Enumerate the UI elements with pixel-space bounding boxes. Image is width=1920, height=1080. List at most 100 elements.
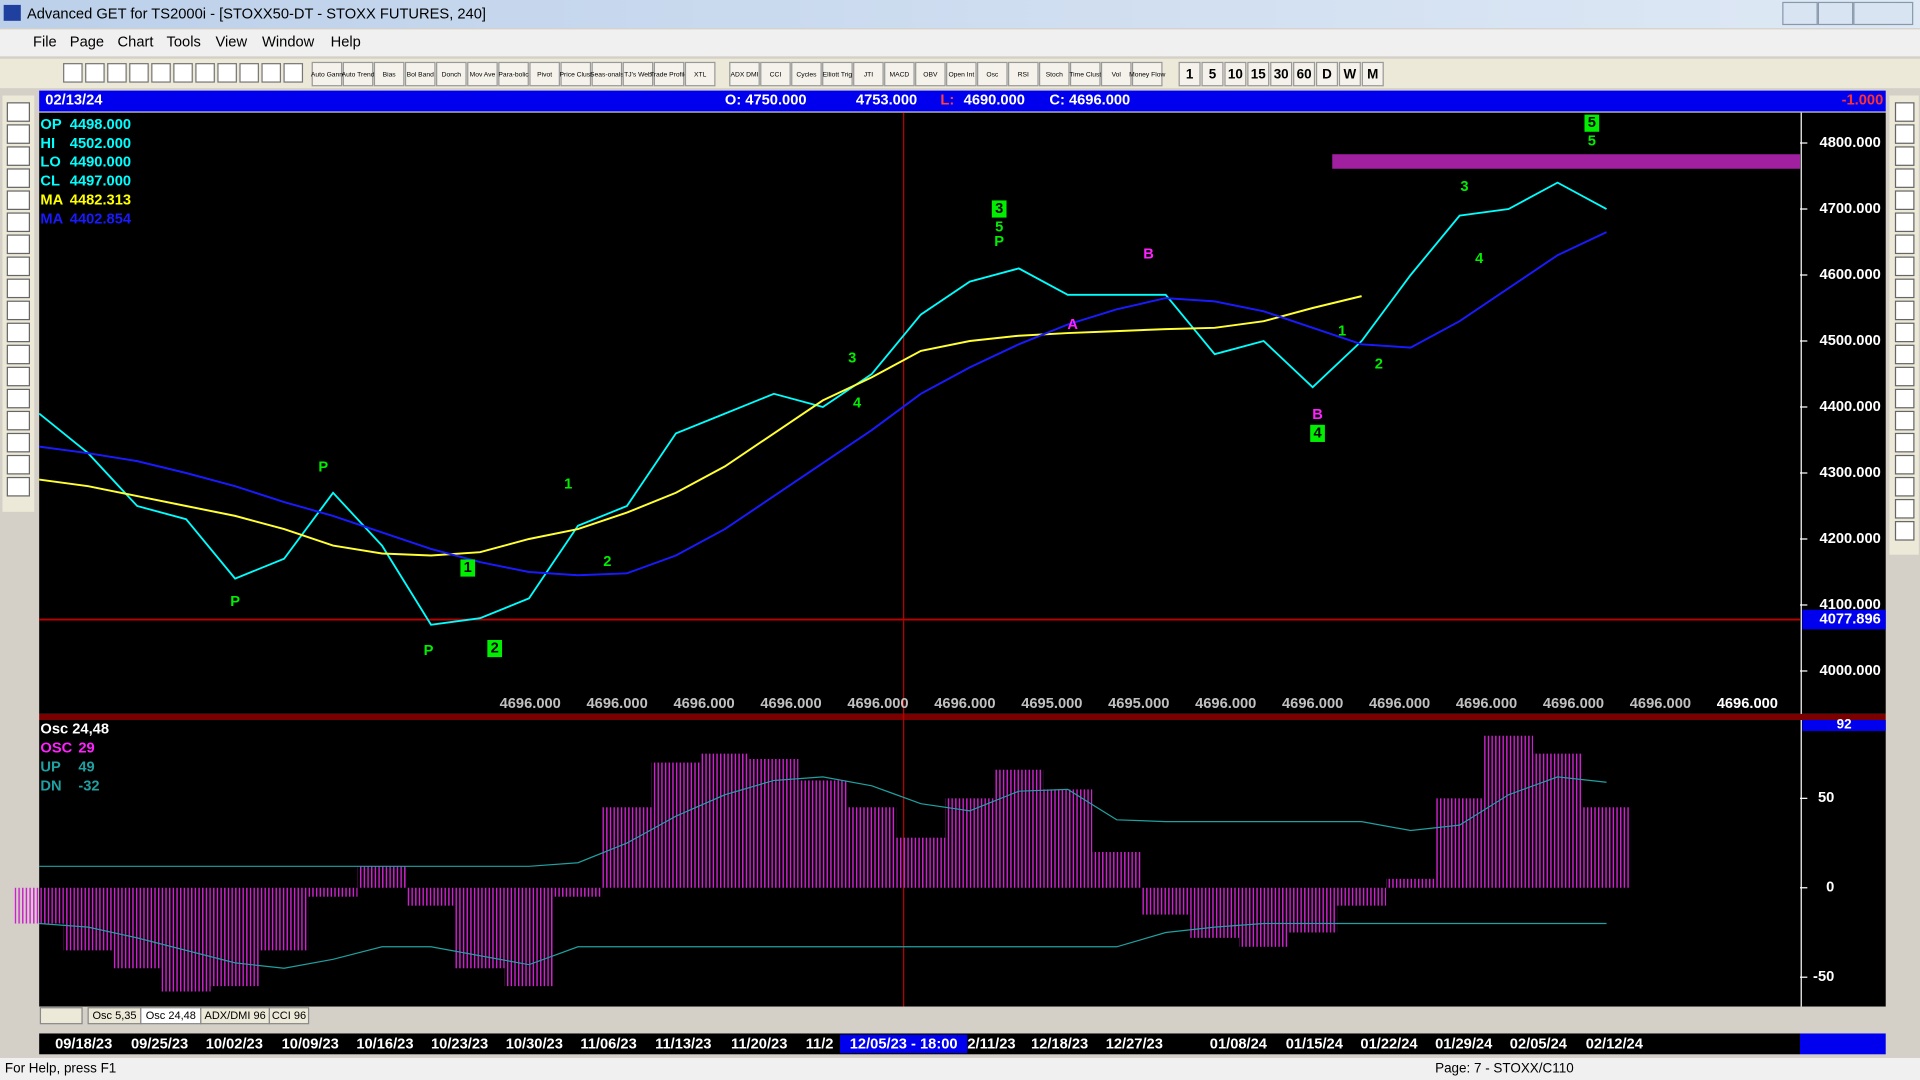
tool-icon[interactable] xyxy=(6,212,30,233)
toolbar-button[interactable] xyxy=(791,61,822,87)
interval-button[interactable] xyxy=(1293,61,1316,87)
toolbar-icon[interactable] xyxy=(195,63,215,83)
tool-icon[interactable] xyxy=(1894,190,1915,210)
toolbar-button[interactable] xyxy=(311,61,343,87)
interval-button[interactable] xyxy=(1361,61,1384,87)
tool-icon[interactable] xyxy=(1894,124,1915,144)
tool-icon[interactable] xyxy=(1894,256,1915,277)
toolbar-icon[interactable] xyxy=(85,63,105,83)
minimize-button[interactable] xyxy=(1782,1,1818,26)
toolbar-icon[interactable] xyxy=(173,63,193,83)
toolbar-button[interactable] xyxy=(1008,61,1039,87)
tool-icon[interactable] xyxy=(6,388,30,409)
tool-icon[interactable] xyxy=(1894,234,1915,255)
tool-icon[interactable] xyxy=(6,146,30,166)
tool-icon[interactable] xyxy=(6,410,30,431)
tool-icon[interactable] xyxy=(1894,322,1915,343)
tool-icon[interactable] xyxy=(1894,476,1915,497)
toolbar-button[interactable] xyxy=(1100,61,1132,87)
toolbar-button[interactable] xyxy=(342,61,374,87)
tool-icon[interactable] xyxy=(6,102,30,122)
toolbar-button[interactable] xyxy=(729,61,760,87)
interval-button[interactable] xyxy=(1224,61,1247,87)
toolbar-icon[interactable] xyxy=(151,63,171,83)
tool-icon[interactable] xyxy=(1894,410,1915,431)
tab-scroll[interactable] xyxy=(39,1007,83,1025)
tool-icon[interactable] xyxy=(1894,278,1915,299)
toolbar-button[interactable] xyxy=(498,61,529,87)
tool-icon[interactable] xyxy=(6,322,30,343)
tool-icon[interactable] xyxy=(1894,300,1915,321)
tool-icon[interactable] xyxy=(1894,212,1915,233)
interval-button[interactable] xyxy=(1178,61,1201,87)
toolbar-icon[interactable] xyxy=(129,63,149,83)
tool-icon[interactable] xyxy=(1894,146,1915,166)
toolbar-button[interactable] xyxy=(622,61,654,87)
tool-icon[interactable] xyxy=(1894,102,1915,122)
toolbar-button[interactable] xyxy=(436,61,467,87)
tool-icon[interactable] xyxy=(1894,498,1915,519)
toolbar-icon[interactable] xyxy=(217,63,237,83)
interval-button[interactable] xyxy=(1338,61,1361,87)
toolbar-button[interactable] xyxy=(1069,61,1101,87)
tool-icon[interactable] xyxy=(1894,344,1915,365)
tool-icon[interactable] xyxy=(1894,454,1915,475)
tool-icon[interactable] xyxy=(1894,432,1915,453)
toolbar-button[interactable] xyxy=(915,61,946,87)
toolbar-icon[interactable] xyxy=(283,63,304,83)
menu-item[interactable]: Chart xyxy=(118,35,154,51)
menu-item[interactable]: Window xyxy=(262,35,315,51)
toolbar-button[interactable] xyxy=(946,61,977,87)
toolbar-button[interactable] xyxy=(977,61,1008,87)
tool-icon[interactable] xyxy=(1894,168,1915,188)
status-bar xyxy=(0,1057,1920,1080)
tab[interactable] xyxy=(268,1007,310,1025)
tool-icon[interactable] xyxy=(6,278,30,299)
toolbar-button[interactable] xyxy=(1038,61,1070,87)
toolbar-button[interactable] xyxy=(653,61,685,87)
menu-item[interactable]: Page xyxy=(70,35,104,51)
toolbar-button[interactable] xyxy=(1131,61,1163,87)
toolbar-icon[interactable] xyxy=(107,63,127,83)
tool-icon[interactable] xyxy=(6,366,30,387)
tool-icon[interactable] xyxy=(6,234,30,255)
toolbar-button[interactable] xyxy=(560,61,592,87)
tool-icon[interactable] xyxy=(1894,366,1915,387)
toolbar-button[interactable] xyxy=(591,61,623,87)
wave-label: 3 xyxy=(848,351,856,367)
toolbar-button[interactable] xyxy=(529,61,560,87)
interval-button[interactable] xyxy=(1201,61,1224,87)
tool-icon[interactable] xyxy=(6,190,30,210)
status-left: For Help, press F1 xyxy=(5,1061,116,1076)
tool-icon[interactable] xyxy=(6,124,30,144)
close-button[interactable] xyxy=(1853,1,1914,26)
toolbar-button[interactable] xyxy=(373,61,405,87)
toolbar-button[interactable] xyxy=(404,61,436,87)
toolbar-icon[interactable] xyxy=(239,63,259,83)
tool-icon[interactable] xyxy=(1894,521,1915,541)
interval-button[interactable] xyxy=(1315,61,1338,87)
toolbar-icon[interactable] xyxy=(63,63,83,83)
tool-icon[interactable] xyxy=(6,454,30,475)
toolbar-button[interactable] xyxy=(760,61,791,87)
tool-icon[interactable] xyxy=(6,256,30,277)
menu-item[interactable]: File xyxy=(33,35,57,51)
toolbar-button[interactable] xyxy=(853,61,884,87)
tool-icon[interactable] xyxy=(6,476,30,497)
toolbar-button[interactable] xyxy=(684,61,716,87)
menu-item[interactable]: Tools xyxy=(167,35,201,51)
menu-item[interactable]: View xyxy=(216,35,248,51)
menu-item[interactable]: Help xyxy=(331,35,361,51)
tool-icon[interactable] xyxy=(6,300,30,321)
toolbar-icon[interactable] xyxy=(261,63,282,83)
maximize-button[interactable] xyxy=(1817,1,1854,26)
tool-icon[interactable] xyxy=(1894,388,1915,409)
tool-icon[interactable] xyxy=(6,344,30,365)
tool-icon[interactable] xyxy=(6,432,30,453)
toolbar-button[interactable] xyxy=(884,61,915,87)
tool-icon[interactable] xyxy=(6,168,30,188)
toolbar-button[interactable] xyxy=(822,61,853,87)
toolbar-button[interactable] xyxy=(467,61,498,87)
interval-button[interactable] xyxy=(1247,61,1270,87)
interval-button[interactable] xyxy=(1270,61,1293,87)
